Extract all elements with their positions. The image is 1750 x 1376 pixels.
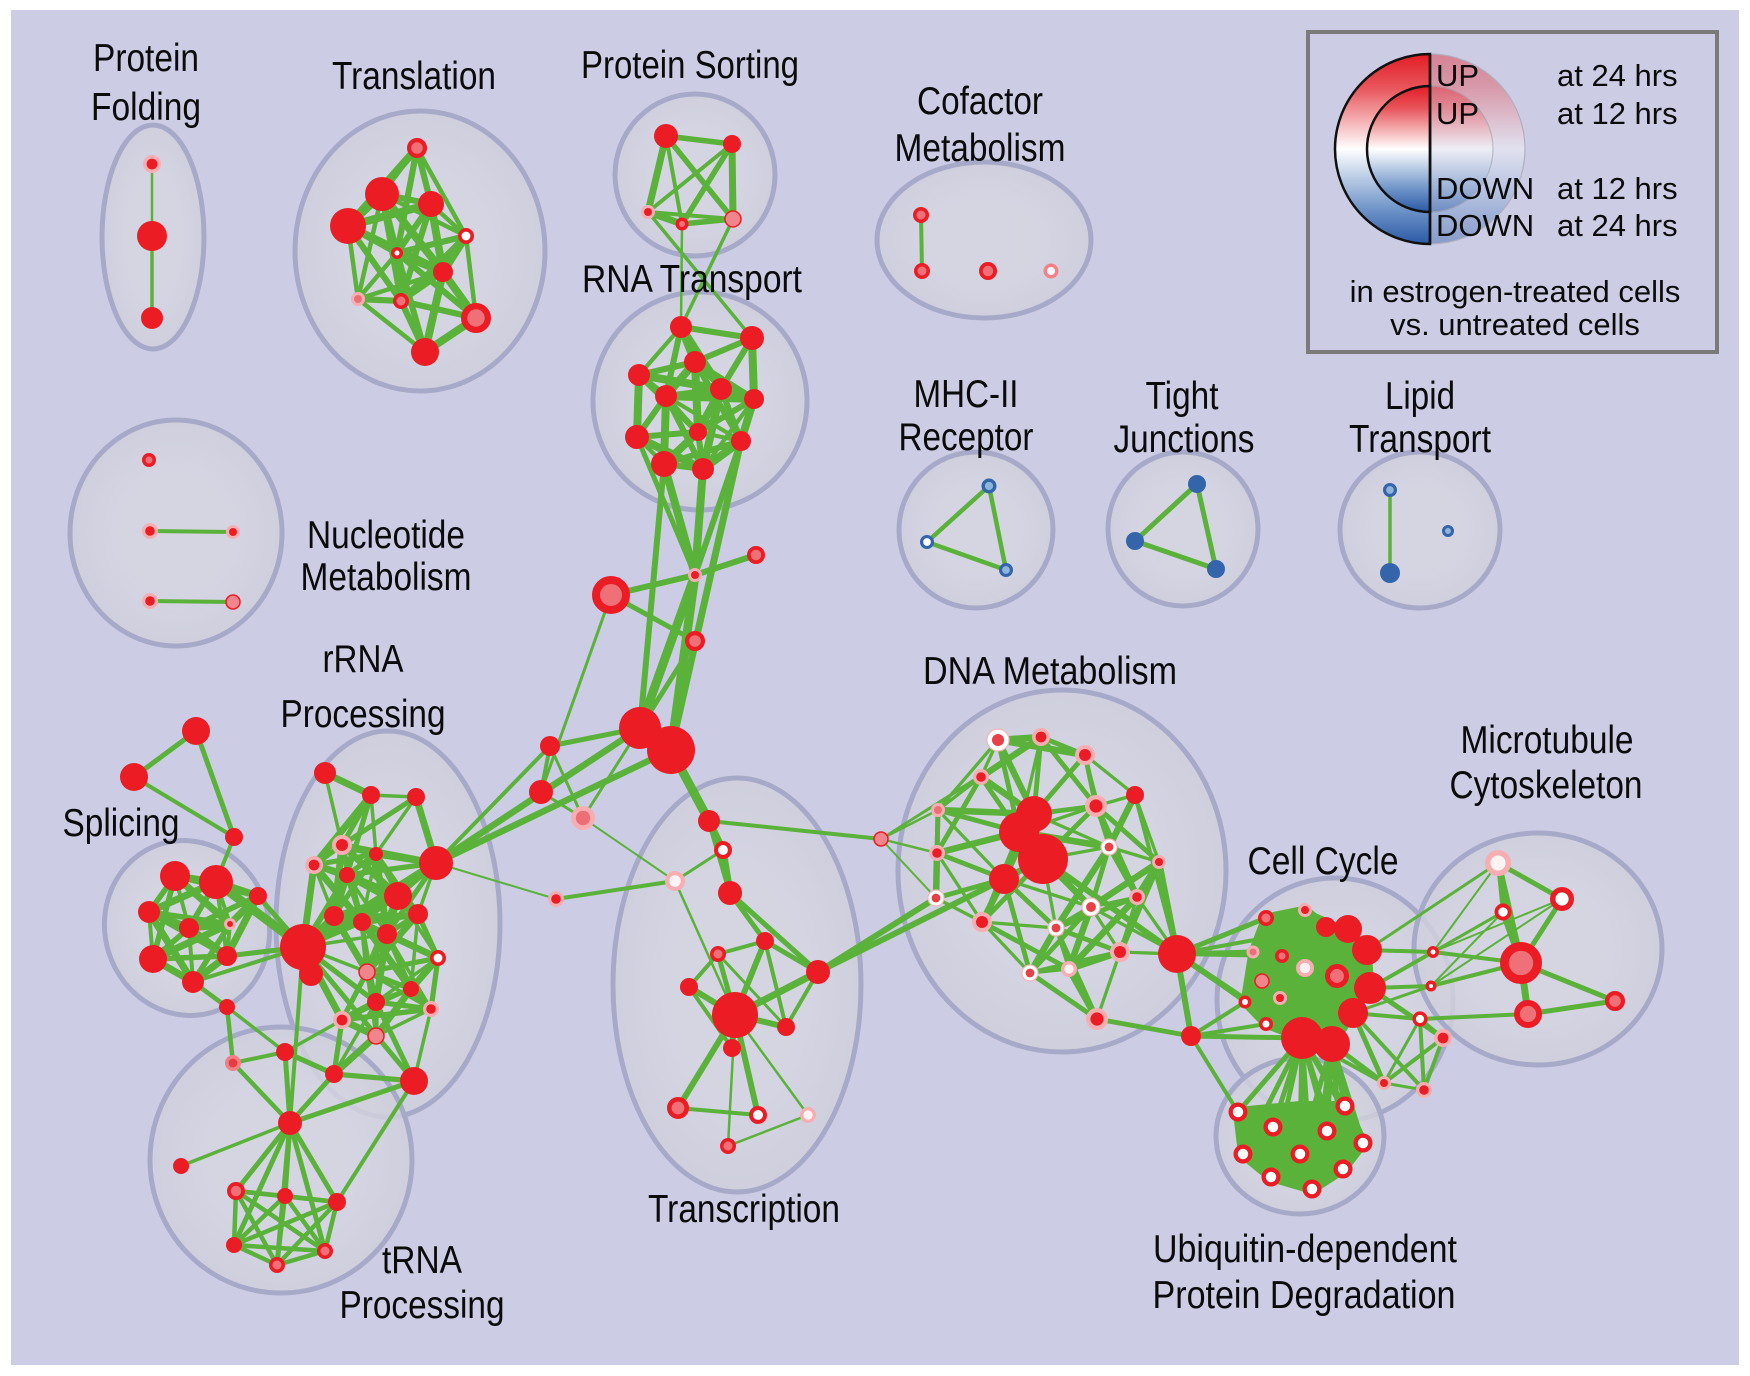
svg-text:vs. untreated cells: vs. untreated cells <box>1390 307 1640 342</box>
svg-text:DOWN: DOWN <box>1436 208 1534 243</box>
svg-text:DNA Metabolism: DNA Metabolism <box>923 650 1177 693</box>
svg-text:UP: UP <box>1436 96 1479 131</box>
svg-text:Metabolism: Metabolism <box>895 127 1066 170</box>
svg-text:Metabolism: Metabolism <box>301 556 472 599</box>
svg-text:Junctions: Junctions <box>1114 418 1255 461</box>
svg-text:Transport: Transport <box>1349 418 1491 461</box>
svg-text:Cytoskeleton: Cytoskeleton <box>1450 764 1643 807</box>
svg-text:Nucleotide: Nucleotide <box>307 514 465 557</box>
svg-text:Protein Degradation: Protein Degradation <box>1153 1274 1456 1317</box>
svg-text:Processing: Processing <box>340 1284 505 1327</box>
svg-text:at 24 hrs: at 24 hrs <box>1557 208 1678 243</box>
svg-text:at 24 hrs: at 24 hrs <box>1557 58 1678 93</box>
svg-text:Microtubule: Microtubule <box>1461 719 1634 762</box>
svg-text:tRNA: tRNA <box>382 1239 462 1282</box>
svg-text:Lipid: Lipid <box>1385 375 1455 418</box>
svg-text:Transcription: Transcription <box>648 1188 840 1231</box>
svg-text:Cofactor: Cofactor <box>917 80 1043 123</box>
svg-text:DOWN: DOWN <box>1436 171 1534 206</box>
svg-text:at 12 hrs: at 12 hrs <box>1557 171 1678 206</box>
svg-text:MHC-II: MHC-II <box>914 373 1019 416</box>
svg-text:Splicing: Splicing <box>63 802 180 845</box>
svg-text:RNA Transport: RNA Transport <box>582 258 802 301</box>
svg-text:Protein: Protein <box>93 37 199 80</box>
svg-text:rRNA: rRNA <box>323 638 404 681</box>
svg-text:UP: UP <box>1436 58 1479 93</box>
svg-text:Folding: Folding <box>91 86 201 129</box>
svg-text:Tight: Tight <box>1146 375 1219 418</box>
svg-text:Ubiquitin-dependent: Ubiquitin-dependent <box>1153 1228 1457 1271</box>
svg-text:in estrogen-treated cells: in estrogen-treated cells <box>1350 274 1681 309</box>
svg-text:Translation: Translation <box>332 55 496 98</box>
svg-text:at 12 hrs: at 12 hrs <box>1557 96 1678 131</box>
svg-text:Cell Cycle: Cell Cycle <box>1248 840 1399 883</box>
svg-text:Processing: Processing <box>281 693 446 736</box>
svg-text:Protein Sorting: Protein Sorting <box>581 44 799 87</box>
svg-text:Receptor: Receptor <box>899 416 1034 459</box>
